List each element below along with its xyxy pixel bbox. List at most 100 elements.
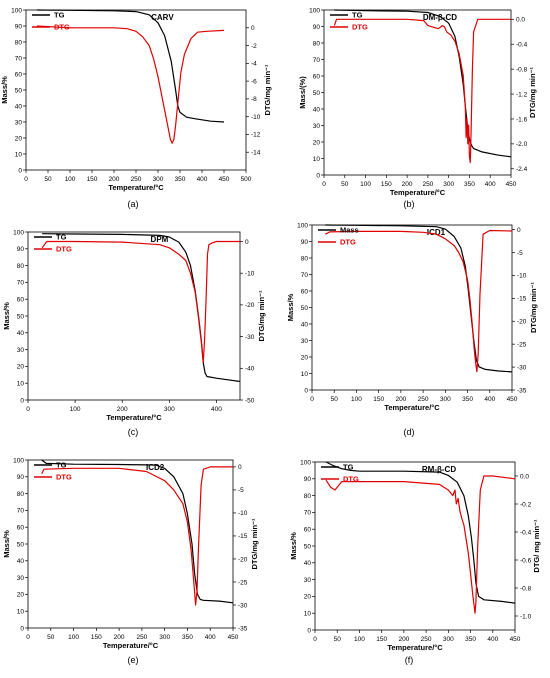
series-line-tg bbox=[42, 233, 241, 383]
y-tick-label: 100 bbox=[13, 457, 24, 464]
x-tick-label: 0 bbox=[322, 181, 326, 188]
x-tick-label: 350 bbox=[462, 396, 473, 403]
y-tick-label: 10 bbox=[17, 609, 25, 616]
x-tick-label: 150 bbox=[373, 396, 384, 403]
y2-tick-label: -30 bbox=[517, 364, 527, 371]
y-tick-label: 50 bbox=[313, 90, 321, 97]
y2-tick-label: -0.8 bbox=[516, 66, 528, 73]
y-tick-label: 0 bbox=[20, 625, 24, 632]
y2-tick-label: -35 bbox=[238, 625, 248, 632]
y-tick-label: 10 bbox=[15, 151, 23, 158]
series-line-dtg bbox=[325, 229, 513, 373]
x-tick-label: 450 bbox=[510, 636, 521, 643]
y-tick-label: 30 bbox=[313, 123, 321, 130]
x-tick-label: 50 bbox=[331, 396, 339, 403]
x-tick-label: 150 bbox=[376, 636, 387, 643]
x-tick-label: 250 bbox=[136, 634, 147, 641]
y-axis-label: Mass/% bbox=[2, 530, 11, 558]
y-tick-label: 80 bbox=[301, 255, 309, 262]
x-tick-label: 50 bbox=[47, 634, 55, 641]
y-axis-label: Mass/% bbox=[286, 293, 295, 321]
y2-tick-label: -8 bbox=[251, 96, 257, 103]
series-line-dtg bbox=[41, 240, 240, 363]
y2-tick-label: -10 bbox=[517, 273, 527, 280]
y2-tick-label: -30 bbox=[238, 602, 248, 609]
x-tick-label: 200 bbox=[395, 396, 406, 403]
x-tick-label: 0 bbox=[310, 396, 314, 403]
x-tick-label: 200 bbox=[114, 634, 125, 641]
y-tick-label: 0 bbox=[316, 172, 320, 179]
x-tick-label: 300 bbox=[443, 636, 454, 643]
plot-frame bbox=[314, 461, 516, 631]
plot-frame bbox=[27, 459, 234, 629]
y2-tick-label: -2.0 bbox=[516, 141, 528, 148]
chart-title: ICD2 bbox=[146, 463, 165, 472]
x-tick-label: 350 bbox=[182, 634, 193, 641]
series-line-tg bbox=[325, 224, 513, 373]
y-tick-label: 20 bbox=[313, 139, 321, 146]
y-tick-label: 30 bbox=[304, 577, 312, 584]
y2-tick-label: 0.0 bbox=[516, 17, 525, 24]
legend-label: TG bbox=[54, 11, 65, 20]
x-tick-label: 300 bbox=[443, 181, 454, 188]
legend-label: DTG bbox=[56, 473, 72, 482]
y-tick-label: 90 bbox=[15, 23, 23, 30]
y2-tick-label: -2 bbox=[251, 43, 257, 50]
x-tick-label: 100 bbox=[360, 181, 371, 188]
x-tick-label: 200 bbox=[402, 181, 413, 188]
x-tick-label: 300 bbox=[440, 396, 451, 403]
x-tick-label: 50 bbox=[334, 636, 342, 643]
x-tick-label: 300 bbox=[159, 634, 170, 641]
panel-letter: (c) bbox=[128, 427, 139, 437]
y-tick-label: 90 bbox=[17, 474, 25, 481]
chart-panel-0: 0 50 100 150 200 250 300 350 400 450 5000102030405… bbox=[0, 7, 272, 209]
y-tick-label: 20 bbox=[15, 135, 23, 142]
y-tick-label: 10 bbox=[301, 371, 309, 378]
y-tick-label: 60 bbox=[15, 71, 23, 78]
series-line-tg bbox=[325, 461, 516, 604]
x-tick-label: 100 bbox=[65, 176, 76, 183]
x-tick-label: 150 bbox=[381, 181, 392, 188]
x-tick-label: 300 bbox=[153, 176, 164, 183]
y-tick-label: 30 bbox=[17, 347, 25, 354]
y-tick-label: 30 bbox=[15, 119, 23, 126]
x-tick-label: 350 bbox=[175, 176, 186, 183]
y-tick-label: 0 bbox=[20, 397, 24, 404]
x-tick-label: 400 bbox=[487, 636, 498, 643]
x-tick-label: 100 bbox=[70, 406, 81, 413]
legend-label: TG bbox=[352, 11, 363, 20]
x-axis-label: Temperature/°C bbox=[384, 403, 440, 412]
x-tick-label: 450 bbox=[219, 176, 230, 183]
y2-tick-label: 0.0 bbox=[520, 473, 529, 480]
chart-panel-1: 0 50 100 150 200 250 300 350 400 450 0 10 20 30 40 50 60… bbox=[298, 7, 537, 209]
legend-label: DTG bbox=[352, 23, 368, 32]
y-tick-label: 100 bbox=[297, 222, 308, 229]
x-tick-label: 300 bbox=[164, 406, 175, 413]
y-tick-label: 60 bbox=[313, 73, 321, 80]
series-line-tg bbox=[36, 9, 225, 123]
chart-panel-3: 0 50 100 150 200 250 300 350 400 450 0 10 20 30 40 50 60… bbox=[286, 222, 538, 437]
y2-tick-label: -15 bbox=[238, 533, 248, 540]
series-line-tg bbox=[41, 459, 234, 604]
y-tick-label: 90 bbox=[313, 24, 321, 31]
plot-frame bbox=[27, 231, 241, 401]
x-axis-label: Temperature/°C bbox=[106, 413, 162, 422]
y-tick-label: 60 bbox=[301, 288, 309, 295]
y-tick-label: 70 bbox=[15, 55, 23, 62]
legend-label: DTG bbox=[54, 23, 70, 32]
y-axis-label: Mass/% bbox=[0, 76, 9, 104]
y-tick-label: 0 bbox=[18, 167, 22, 174]
chart-title: DPM bbox=[151, 235, 169, 244]
chart-title: CARV bbox=[151, 13, 174, 22]
y-tick-label: 40 bbox=[17, 558, 25, 565]
y-tick-label: 30 bbox=[301, 338, 309, 345]
y-tick-label: 40 bbox=[17, 330, 25, 337]
y-tick-label: 70 bbox=[304, 510, 312, 517]
x-tick-label: 50 bbox=[44, 176, 52, 183]
y2-axis-label: DTG/mg min⁻¹ bbox=[250, 518, 259, 570]
y-tick-label: 90 bbox=[304, 476, 312, 483]
y2-tick-label: -1.2 bbox=[516, 91, 528, 98]
x-tick-label: 400 bbox=[484, 396, 495, 403]
x-tick-label: 250 bbox=[131, 176, 142, 183]
